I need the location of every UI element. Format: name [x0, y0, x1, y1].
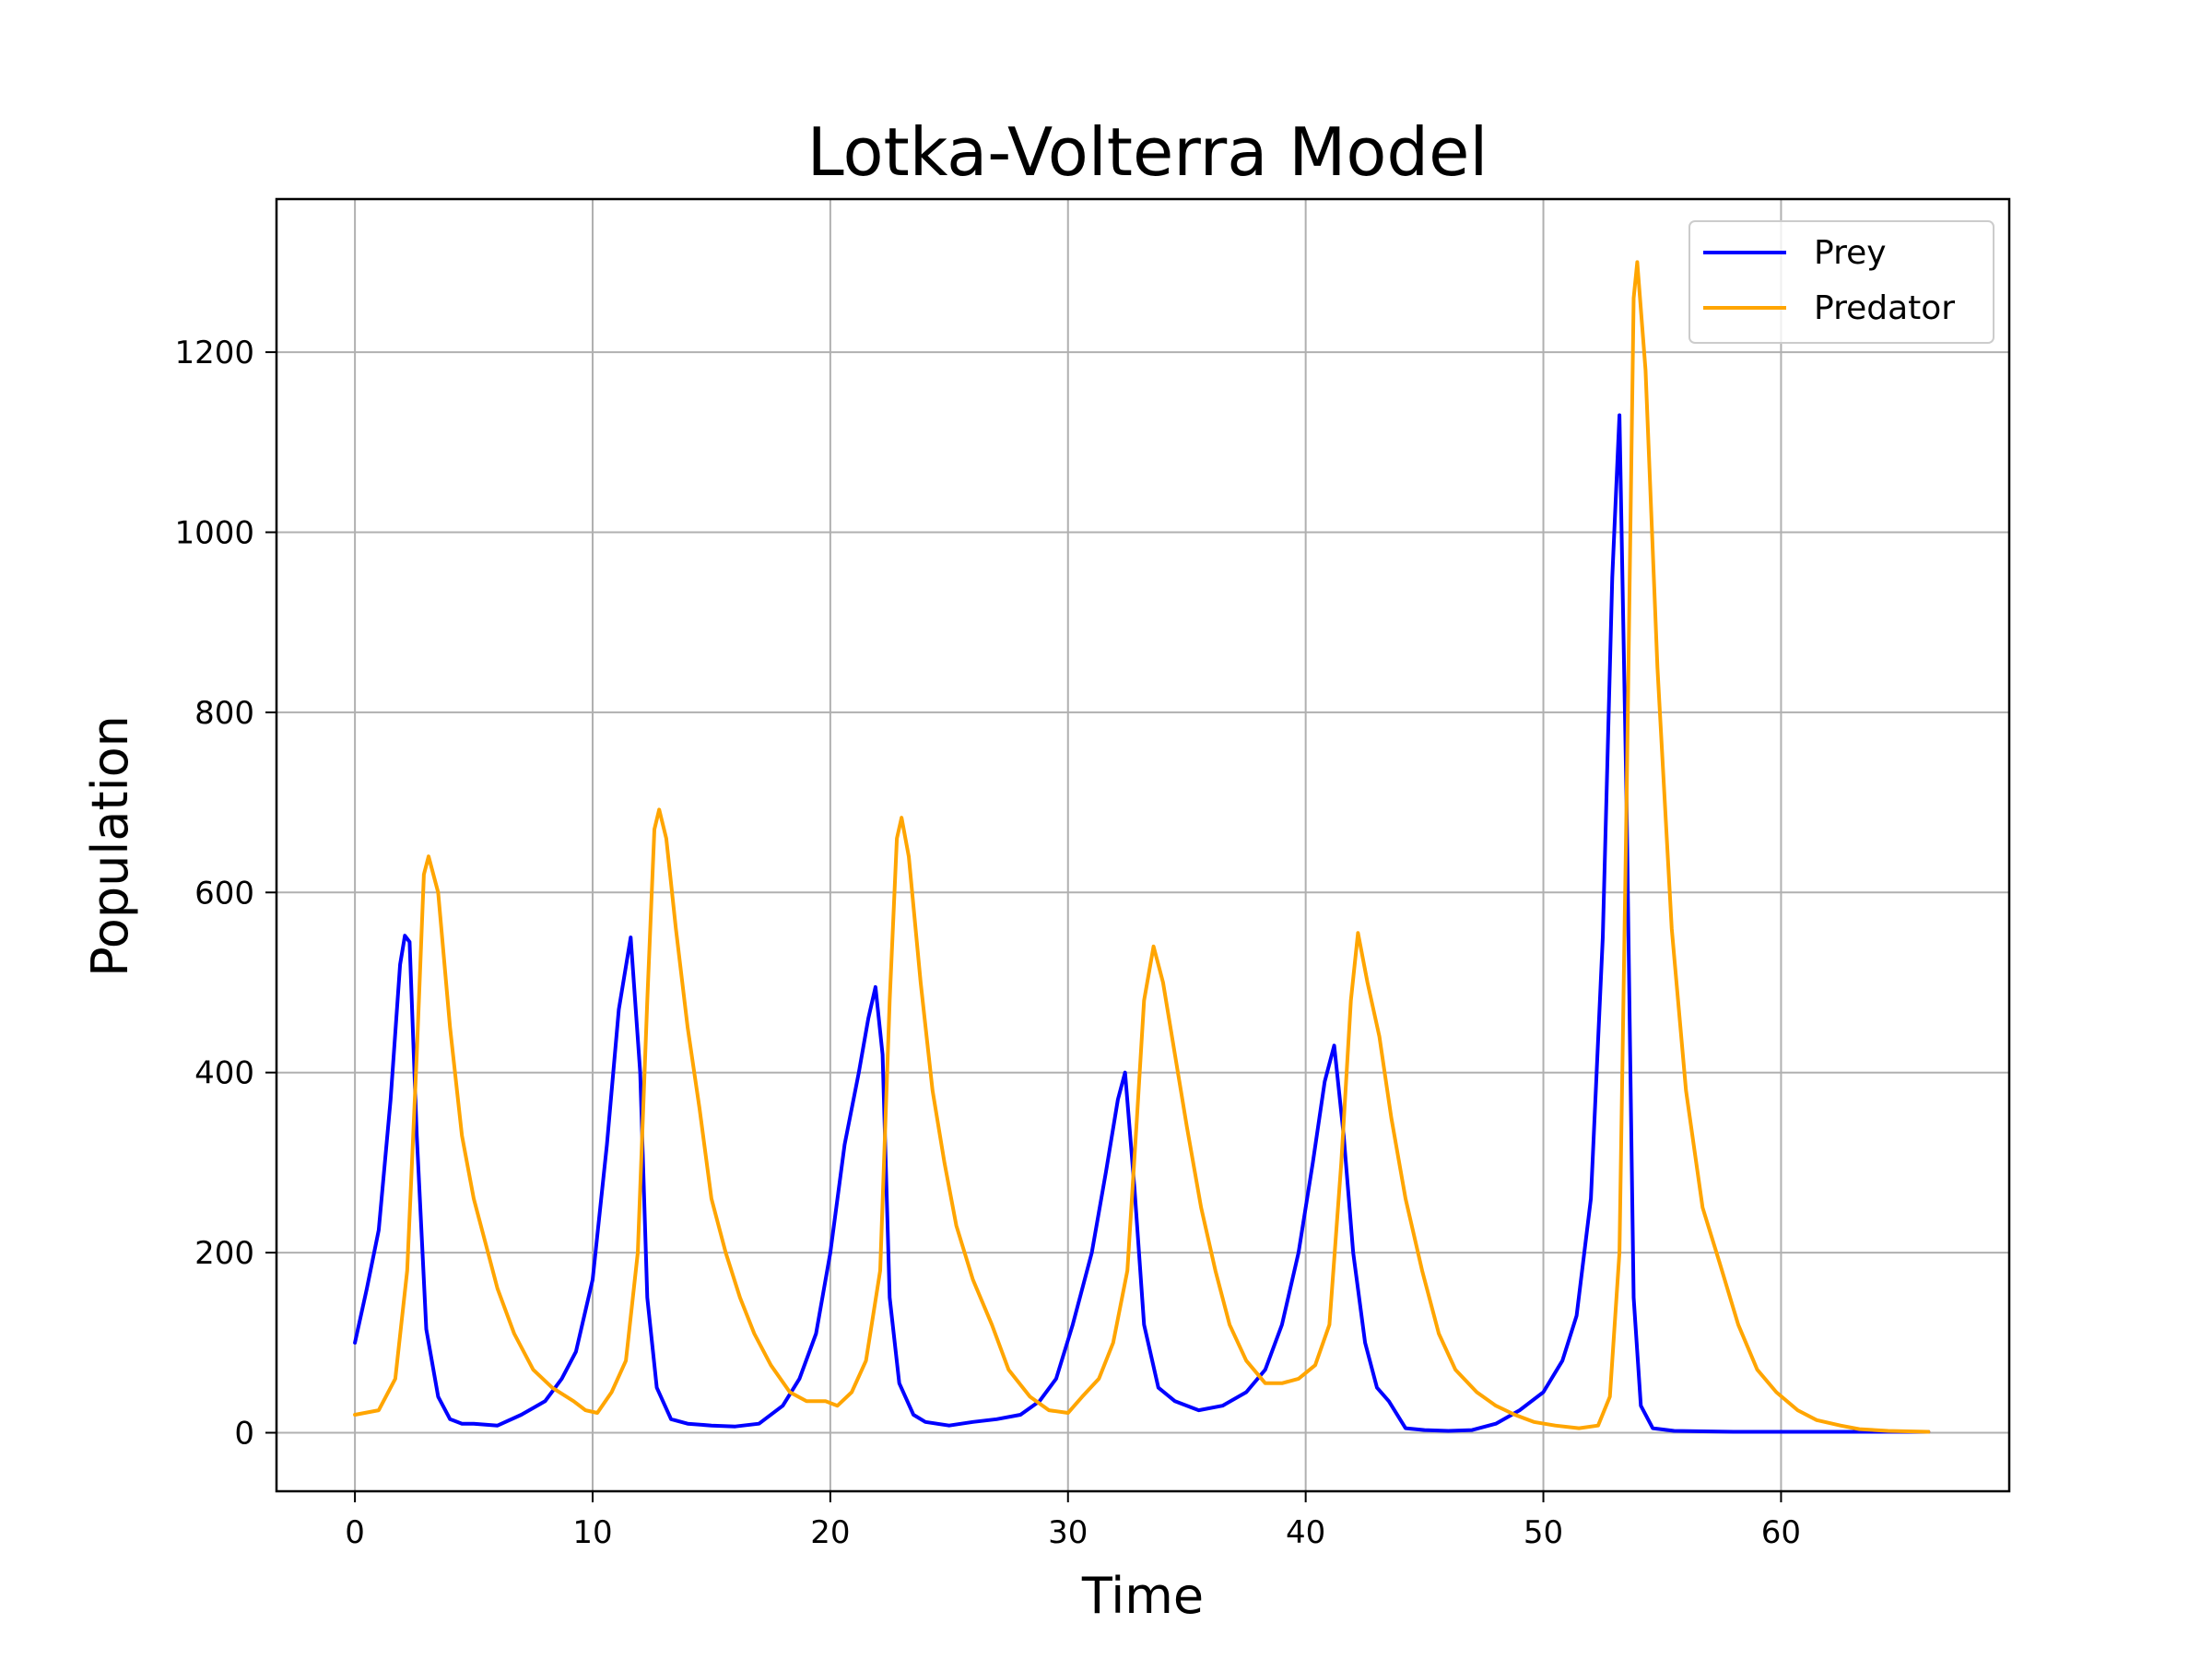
- x-tick-label: 30: [1048, 1514, 1088, 1551]
- x-tick-label: 0: [345, 1514, 365, 1551]
- y-tick-label: 800: [194, 695, 254, 732]
- legend: Prey Predator: [1688, 220, 1994, 344]
- y-tick-label: 1000: [174, 514, 254, 551]
- x-tick-label: 50: [1524, 1514, 1563, 1551]
- y-tick-label: 200: [194, 1235, 254, 1272]
- grid: [276, 199, 2009, 1491]
- x-axis-label: Time: [1081, 1567, 1204, 1625]
- axes-frame: [275, 197, 2011, 1493]
- y-tick-label: 1200: [174, 335, 254, 371]
- chart-title: Lotka-Volterra Model: [807, 113, 1488, 191]
- legend-label-predator: Predator: [1814, 289, 1955, 327]
- x-tick-label: 60: [1761, 1514, 1801, 1551]
- x-tick-label: 10: [572, 1514, 612, 1551]
- y-tick-label: 600: [194, 875, 254, 912]
- y-axis-label: Population: [81, 715, 139, 977]
- legend-label-prey: Prey: [1814, 234, 1887, 272]
- plot-lines: [353, 260, 1931, 1434]
- y-tick-label: 400: [194, 1055, 254, 1092]
- x-tick-label: 40: [1286, 1514, 1325, 1551]
- series-line-predator: [353, 260, 1931, 1434]
- y-tick-label: 0: [234, 1415, 254, 1452]
- x-tick-label: 20: [810, 1514, 850, 1551]
